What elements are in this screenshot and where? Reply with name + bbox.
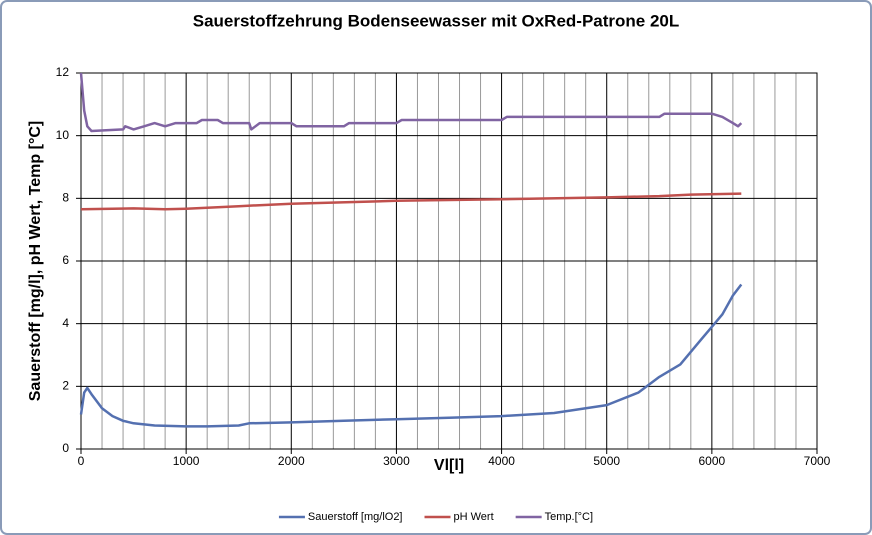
- legend: Sauerstoff [mg/lO2] pH Wert Temp.[°C]: [278, 511, 593, 523]
- x-tick-label: 2000: [278, 454, 305, 468]
- y-tick-label: 2: [62, 379, 69, 393]
- y-tick-label: 0: [62, 441, 69, 455]
- legend-label: Temp.[°C]: [545, 511, 593, 523]
- x-axis-title: Vl[l]: [434, 457, 464, 474]
- legend-label: pH Wert: [454, 511, 494, 523]
- x-tick-label: 0: [78, 454, 85, 468]
- x-tick-label: 7000: [804, 454, 831, 468]
- y-tick-label: 10: [56, 128, 70, 142]
- y-tick-label: 4: [62, 316, 69, 330]
- y-tick-label: 6: [62, 253, 69, 267]
- line-series: [80, 192, 742, 211]
- x-tick-label: 5000: [593, 454, 620, 468]
- line-series: [79, 283, 743, 428]
- x-tick-label: 4000: [488, 454, 515, 468]
- x-tick-label: 3000: [383, 454, 410, 468]
- legend-label: Sauerstoff [mg/lO2]: [308, 511, 403, 523]
- y-tick-label: 12: [56, 65, 70, 79]
- y-tick-label: 8: [62, 191, 69, 205]
- plot-area: [80, 72, 818, 450]
- chart-title: Sauerstoffzehrung Bodenseewasser mit OxR…: [193, 11, 680, 30]
- line-series: [79, 72, 743, 133]
- x-tick-label: 6000: [699, 454, 726, 468]
- x-tick-label: 1000: [173, 454, 200, 468]
- y-axis-title: Sauerstoff [mg/l], pH Wert, Temp [°C]: [27, 121, 44, 401]
